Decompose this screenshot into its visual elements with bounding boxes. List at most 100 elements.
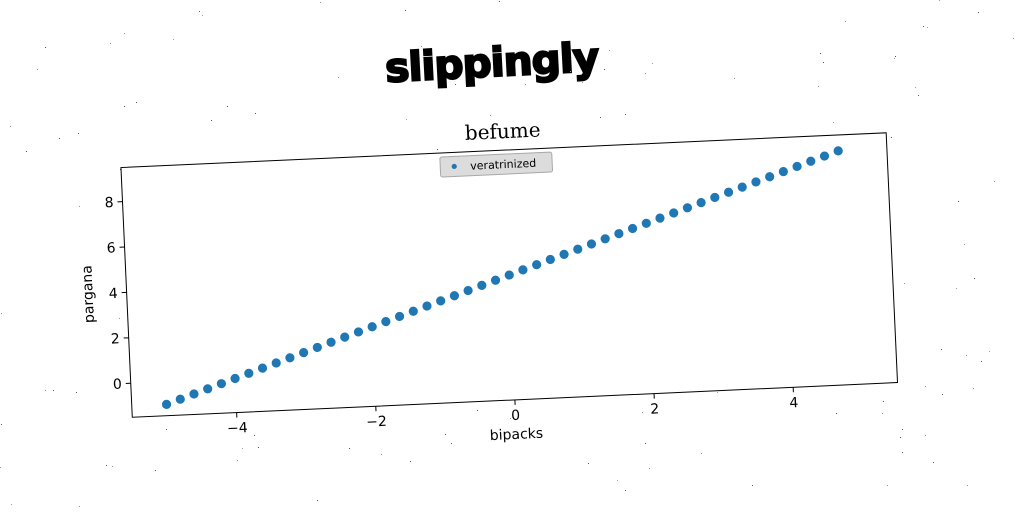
data-point (285, 353, 295, 363)
speckle (942, 394, 943, 395)
speckle (255, 113, 256, 114)
data-point (518, 265, 528, 275)
speckle (202, 15, 203, 16)
speckle (994, 181, 995, 182)
speckle (410, 461, 411, 462)
data-point (751, 177, 761, 187)
data-point (833, 146, 843, 156)
speckle (939, 0, 940, 1)
speckle (973, 388, 974, 389)
speckle (211, 120, 212, 121)
data-point (737, 182, 747, 192)
speckle (927, 27, 928, 28)
y-tick-label: 6 (106, 240, 116, 256)
speckle (381, 454, 382, 455)
speckle (981, 361, 982, 362)
speckle (59, 138, 60, 139)
x-axis-ticks: −4 −2 0 2 4 (227, 387, 799, 437)
speckle (451, 443, 452, 444)
speckle (967, 485, 968, 486)
data-point (203, 384, 213, 394)
speckle (237, 460, 238, 461)
data-point (655, 213, 665, 223)
data-point (340, 332, 350, 342)
speckle (900, 437, 901, 438)
data-point (723, 187, 734, 197)
speckle (79, 506, 80, 507)
data-point (641, 218, 651, 228)
speckle (320, 2, 321, 3)
data-point (765, 172, 775, 182)
data-point (806, 156, 816, 166)
speckle (227, 106, 228, 107)
y-tick-label: 4 (108, 286, 118, 302)
speckle (820, 53, 821, 54)
legend-box (439, 151, 554, 178)
speckle (933, 462, 934, 463)
speckle (895, 56, 896, 57)
speckle (421, 46, 422, 47)
data-point (696, 198, 706, 208)
data-point (299, 348, 309, 358)
speckle (477, 410, 478, 411)
speckle (570, 71, 571, 72)
data-point (682, 203, 693, 213)
speckle (112, 466, 113, 467)
speckle (836, 413, 837, 414)
speckle (649, 468, 650, 469)
data-point (463, 285, 473, 296)
data-point (230, 373, 240, 384)
data-point (436, 296, 446, 306)
speckle (989, 351, 990, 352)
data-point (175, 394, 185, 404)
speckle (752, 485, 753, 486)
data-point (422, 301, 432, 311)
speckle (915, 87, 916, 88)
speckle (10, 126, 11, 127)
speckle (317, 500, 318, 501)
speckle (588, 463, 589, 464)
y-axis-label: pargana (79, 265, 98, 324)
speckle (119, 318, 120, 319)
speckle (600, 117, 601, 118)
speckle (958, 201, 959, 202)
data-point (381, 316, 391, 327)
data-point (449, 291, 460, 301)
data-point (778, 166, 788, 177)
speckle (941, 349, 942, 350)
x-tick-label: −4 (227, 420, 248, 437)
data-point (161, 399, 172, 409)
speckle (823, 62, 824, 63)
speckle (833, 122, 834, 123)
speckle (124, 33, 125, 34)
speckle (642, 412, 643, 413)
speckle (845, 21, 846, 22)
speckle (173, 39, 174, 40)
data-point (559, 249, 569, 259)
speckle (490, 115, 491, 116)
speckle (1, 424, 2, 425)
data-point (477, 280, 487, 290)
legend-marker (451, 163, 457, 170)
speckle (734, 78, 735, 79)
speckle (894, 58, 895, 59)
speckle (918, 95, 919, 96)
speckle (609, 50, 610, 51)
data-point (614, 229, 624, 239)
speckle (604, 69, 605, 70)
speckle (923, 26, 924, 27)
speckle (645, 443, 646, 444)
x-axis-label: bipacks (489, 426, 543, 444)
data-point (271, 358, 281, 368)
speckle (242, 448, 243, 449)
speckle (902, 429, 903, 430)
plot-area: befume −4 −2 0 2 4 0 2 4 6 8 bipacks pargana ver… (79, 117, 899, 444)
speckle (717, 392, 718, 393)
speckle (499, 1, 500, 2)
data-point (244, 368, 254, 378)
y-tick-label: 0 (113, 377, 123, 393)
speckle (166, 429, 167, 430)
series-points (161, 146, 843, 409)
speckle (258, 447, 259, 448)
